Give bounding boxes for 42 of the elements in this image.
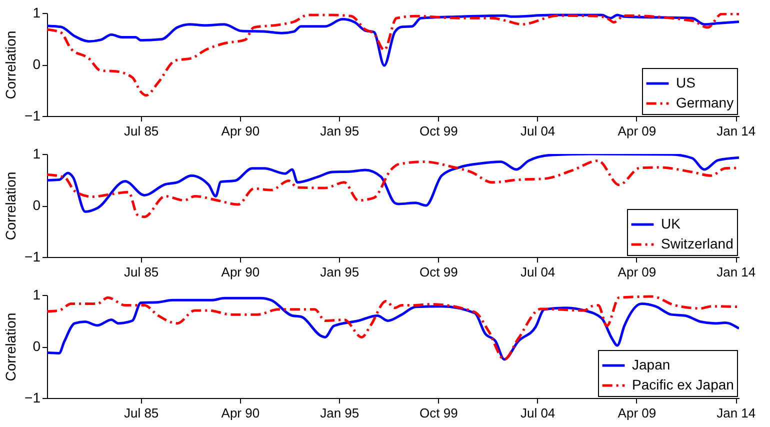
y-axis-title: Correlation [2,312,19,382]
line-series [47,13,739,97]
legend-label: Switzerland [661,236,734,252]
x-tick-label: Jan 95 [320,124,360,138]
y-tick-label: 1 [32,4,41,20]
y-tick-label: 1 [32,286,41,302]
x-tick-label: Jul 04 [520,124,556,138]
y-tick-label: 0 [32,197,41,213]
x-tick-label: Oct 99 [420,406,458,420]
x-tick-label: Jan 95 [320,406,360,420]
x-tick-label: Jan 14 [716,264,756,280]
y-tick-label: 0 [32,338,41,354]
y-axis-title: Correlation [2,172,19,240]
legend-label: UK [661,216,682,232]
x-tick-label: Apr 90 [221,124,260,138]
y-tick-label: −1 [24,390,41,406]
line-series [47,159,739,218]
x-tick-label: Oct 99 [420,264,458,280]
x-tick-label: Jul 85 [124,406,159,420]
y-tick-label: −1 [24,108,41,124]
x-tick-label: Jan 95 [320,264,360,280]
y-tick-label: −1 [24,248,41,264]
line-series [47,154,739,213]
x-tick-label: Apr 09 [618,124,656,138]
x-tick-label: Jul 04 [520,264,556,280]
y-axis-title: Correlation [2,30,19,100]
legend-label: Pacific ex Japan [632,376,734,392]
x-tick-label: Apr 90 [221,406,260,420]
y-tick-label: 0 [32,56,41,72]
legend-label: Japan [632,356,670,372]
x-tick-label: Apr 09 [618,264,656,280]
x-tick-label: Apr 09 [618,406,656,420]
legend-label: Germany [676,94,734,110]
x-tick-label: Oct 99 [420,124,458,138]
y-tick-label: 1 [32,146,41,162]
x-tick-label: Jul 85 [124,264,159,280]
x-tick-label: Jan 14 [716,406,756,420]
legend-label: US [676,74,696,90]
x-tick-label: Apr 90 [221,264,260,280]
x-tick-label: Jan 14 [716,124,756,138]
x-tick-label: Jul 85 [124,124,159,138]
x-tick-label: Jul 04 [520,406,556,420]
